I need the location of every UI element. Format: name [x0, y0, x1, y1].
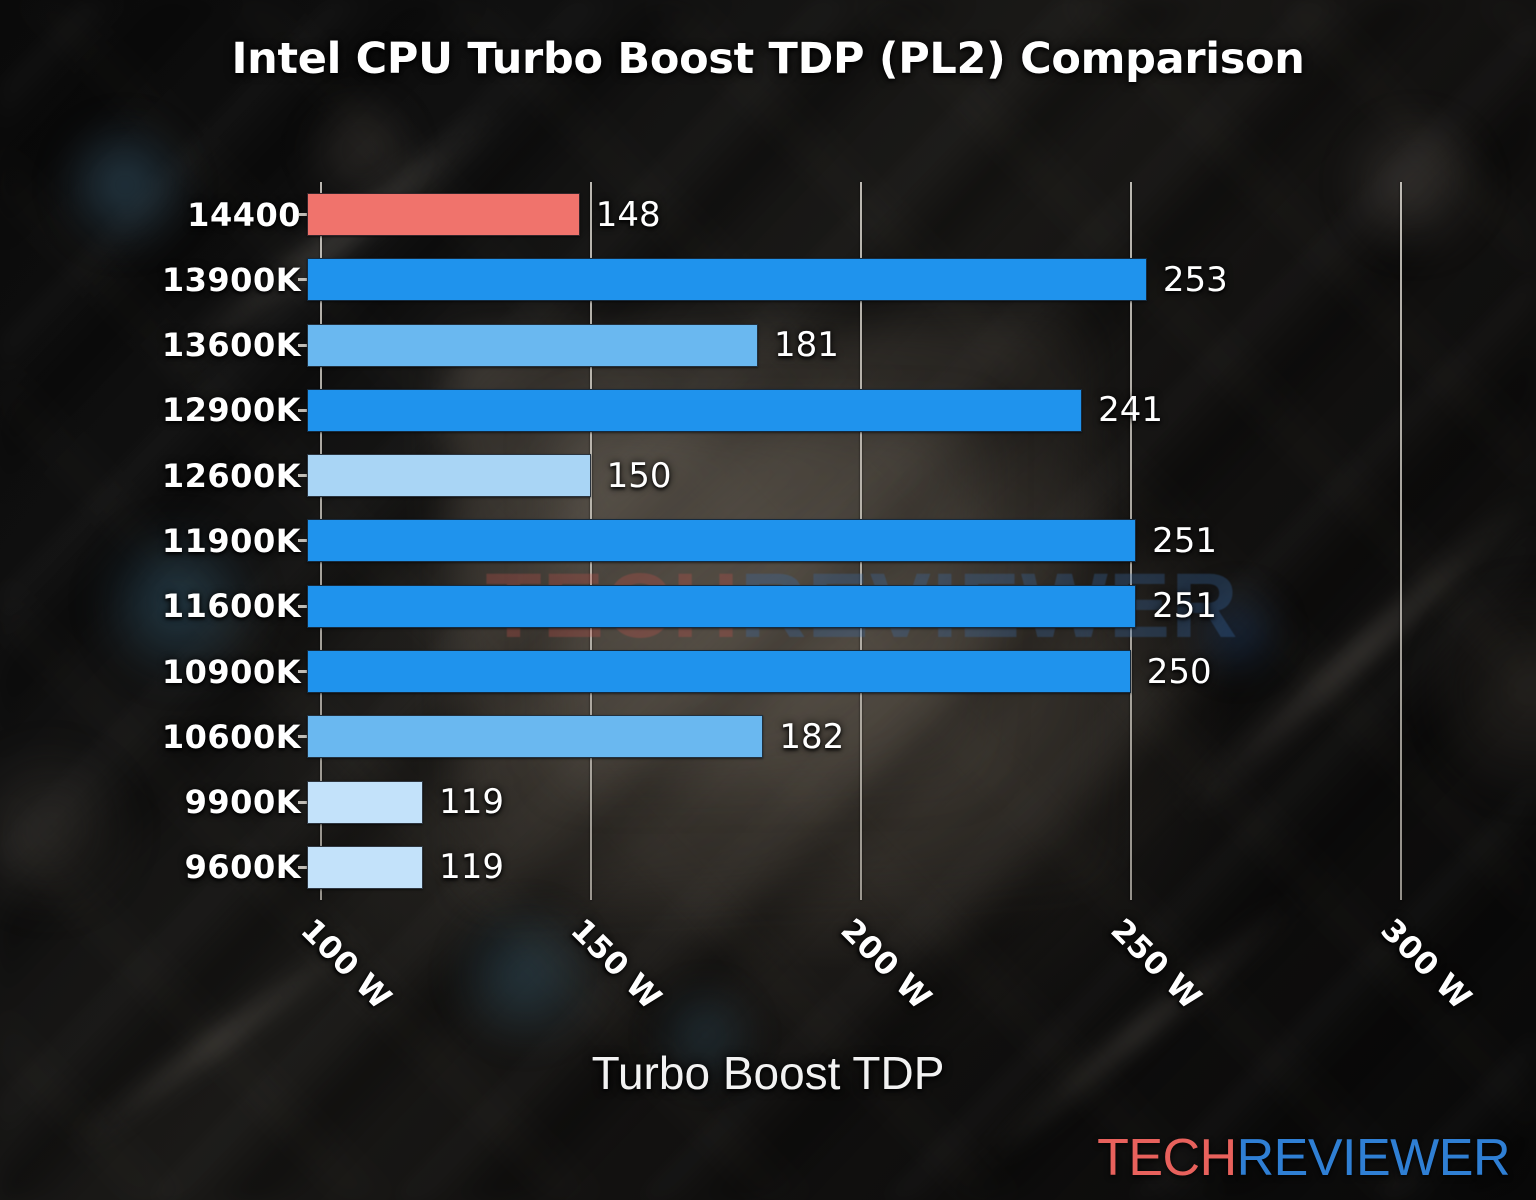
bar-value-label: 119	[439, 847, 505, 888]
bar-row[interactable]: 12900K 241	[162, 378, 1417, 443]
y-axis-tick-mark	[298, 343, 307, 347]
bar-row[interactable]: 14400 148	[187, 182, 1417, 247]
bokeh-highlight	[1190, 585, 1285, 680]
category-label: 13600K	[161, 326, 301, 365]
category-label: 9600K	[184, 848, 301, 887]
bar-row[interactable]: 11600K 251	[162, 574, 1417, 639]
category-label: 11600K	[161, 587, 301, 626]
y-axis-tick-mark	[298, 213, 307, 217]
bar-value-label: 251	[1152, 586, 1218, 627]
y-axis-tick-mark	[298, 474, 307, 478]
y-axis-tick-mark	[298, 865, 307, 869]
bar-value-label: 150	[606, 455, 672, 496]
bar[interactable]	[307, 650, 1131, 694]
bar[interactable]	[307, 780, 424, 824]
bokeh-highlight	[60, 120, 190, 250]
bar-row[interactable]: 9900K 119	[185, 769, 1417, 834]
bar[interactable]	[307, 845, 424, 889]
y-axis-tick-mark	[298, 800, 307, 804]
category-label: 12900K	[161, 391, 301, 430]
logo-reviewer: REVIEWER	[1236, 1129, 1511, 1187]
bar[interactable]	[307, 454, 591, 498]
bar-value-label: 182	[779, 716, 845, 757]
bar[interactable]	[307, 519, 1137, 563]
bokeh-highlight	[1340, 110, 1490, 260]
bar-value-label: 251	[1152, 520, 1218, 561]
category-label: 12600K	[161, 456, 301, 495]
bar-row[interactable]: 9600K 119	[185, 835, 1417, 900]
bokeh-highlight	[95, 520, 260, 685]
bokeh-highlight	[450, 900, 600, 1050]
plot-area: TECHREVIEWER 1440014813900K25313600K1811…	[162, 182, 1417, 900]
x-axis-title: Turbo Boost TDP	[591, 1047, 945, 1099]
bokeh-highlight	[1430, 560, 1536, 820]
logo-tech: TECH	[1097, 1129, 1237, 1187]
bar[interactable]	[307, 323, 759, 367]
x-axis-tick-label: 300 W	[1373, 912, 1479, 1017]
bar-row[interactable]: 10900K 250	[162, 639, 1417, 704]
x-axis-tick-label: 250 W	[1103, 912, 1209, 1017]
bar-value-label: 250	[1146, 651, 1212, 692]
bar[interactable]	[307, 388, 1083, 432]
category-label: 9900K	[184, 783, 301, 822]
bar-row[interactable]: 12600K 150	[162, 443, 1417, 508]
bokeh-highlight	[650, 980, 760, 1090]
bar-row[interactable]: 13600K 181	[162, 313, 1417, 378]
y-axis-tick-mark	[298, 735, 307, 739]
category-label: 10600K	[161, 717, 301, 756]
y-axis-tick-mark	[298, 278, 307, 282]
y-axis-tick-mark	[298, 408, 307, 412]
bar[interactable]	[307, 584, 1137, 628]
y-axis-tick-mark	[298, 539, 307, 543]
bar-value-label: 148	[595, 194, 661, 235]
bar-value-label: 253	[1162, 259, 1228, 300]
bar[interactable]	[307, 715, 764, 759]
category-label: 10900K	[161, 652, 301, 691]
chart-title: Intel CPU Turbo Boost TDP (PL2) Comparis…	[231, 34, 1305, 84]
bar-row[interactable]: 11900K 251	[162, 508, 1417, 573]
brand-logo: TECHREVIEWER	[1097, 1128, 1510, 1188]
category-label: 13900K	[161, 260, 301, 299]
category-label: 11900K	[161, 521, 301, 560]
bar-row[interactable]: 10600K 182	[162, 704, 1417, 769]
x-axis-tick-label: 200 W	[833, 912, 938, 1017]
bar[interactable]	[307, 258, 1147, 302]
y-axis-tick-mark	[298, 604, 307, 608]
gridline-300-w	[1399, 182, 1402, 900]
bokeh-highlight	[0, 740, 140, 920]
category-label: 14400	[187, 195, 301, 234]
bar-value-label: 181	[774, 325, 839, 366]
bar[interactable]	[307, 193, 580, 237]
bar-value-label: 241	[1098, 390, 1164, 431]
bar-value-label: 119	[439, 782, 505, 823]
bar-row[interactable]: 13900K 253	[162, 247, 1417, 312]
y-axis-tick-mark	[298, 670, 307, 674]
